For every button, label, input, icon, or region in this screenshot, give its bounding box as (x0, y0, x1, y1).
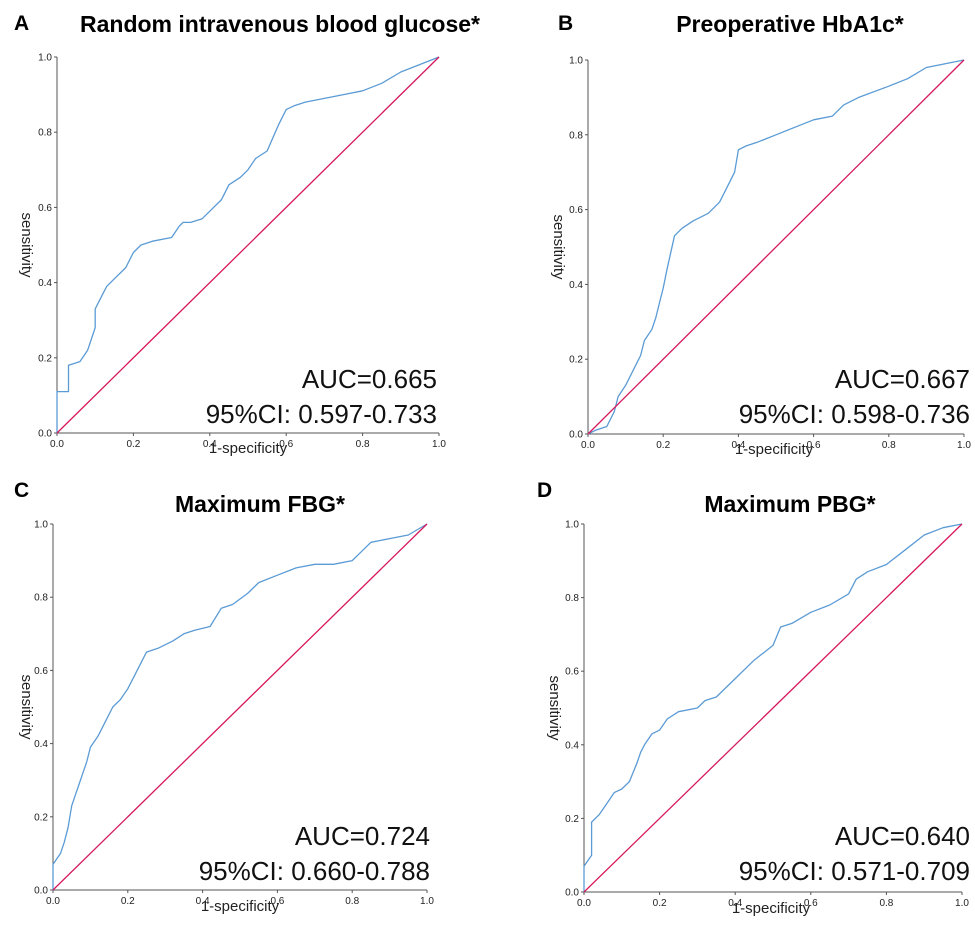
roc-panel-a: A Random intravenous blood glucose* 0.0 0.2… (0, 0, 487, 466)
roc-chart-a: A Random intravenous blood glucose* 0.0 0.2… (14, 11, 480, 457)
y-tick-label: 1.0 (569, 56, 583, 67)
y-axis-label: sensitivity (546, 675, 563, 741)
y-tick-label: 1.0 (565, 520, 579, 531)
y-tick-label: 0.0 (569, 430, 583, 441)
y-tick-label: 0.4 (565, 740, 579, 751)
y-tick-label: 0.2 (38, 353, 52, 364)
x-axis-label: 1-specificity (201, 898, 280, 915)
x-tick-label: 0.6 (279, 439, 293, 450)
y-tick-label: 0.4 (569, 280, 583, 291)
y-tick-label: 0.0 (565, 888, 579, 899)
x-tick-label: 1.0 (420, 896, 434, 907)
y-tick-label: 1.0 (38, 53, 52, 64)
chart-title: Maximum FBG* (175, 491, 345, 517)
y-tick-label: 0.2 (569, 355, 583, 366)
y-tick-label: 0.2 (34, 812, 48, 823)
y-axis-label: sensitivity (550, 214, 567, 280)
x-tick-label: 0.4 (203, 439, 217, 450)
y-tick-label: 0.0 (38, 429, 52, 440)
x-axis-label: 1-specificity (735, 441, 814, 458)
roc-curve (52, 523, 428, 890)
y-tick-label: 0.6 (565, 667, 579, 678)
roc-curve (587, 59, 965, 435)
roc-panel-c: C Maximum FBG* 0.0 0.2 0.4 0.6 0.8 1.0 0.0 0.2 0.4… (0, 466, 487, 932)
roc-panel-b: B Preoperative HbA1c* 0.0 0.2 0.4 0.6 0.8 1.0 0.… (487, 0, 975, 466)
x-tick-label: 0.4 (728, 898, 742, 909)
x-tick-label: 0.2 (121, 896, 135, 907)
y-tick-label: 0.6 (34, 666, 48, 677)
y-tick-label: 0.8 (38, 128, 52, 139)
roc-curve (583, 523, 963, 892)
auc-annotation: AUC=0.640 (835, 821, 970, 851)
y-tick-label: 0.8 (34, 593, 48, 604)
panel-letter: A (14, 12, 29, 35)
panel-letter: C (14, 479, 29, 502)
x-tick-label: 0.2 (126, 439, 140, 450)
y-axis-label: sensitivity (18, 212, 35, 278)
x-tick-label: 0.0 (50, 439, 64, 450)
x-axis-label: 1-specificity (209, 440, 288, 457)
y-tick-label: 0.4 (34, 739, 48, 750)
y-tick-label: 0.2 (565, 814, 579, 825)
y-tick-label: 0.6 (569, 205, 583, 216)
x-tick-label: 0.8 (882, 440, 896, 451)
chart-title: Random intravenous blood glucose* (80, 11, 480, 37)
x-tick-label: 0.6 (807, 440, 821, 451)
y-tick-label: 0.6 (38, 203, 52, 214)
chart-title: Preoperative HbA1c* (676, 11, 904, 37)
auc-annotation: AUC=0.724 (295, 821, 430, 851)
roc-chart-d: D Maximum PBG* 0.0 0.2 0.4 0.6 0.8 1.0 0.0 0.2 0.4… (537, 479, 970, 917)
panel-letter: D (537, 479, 552, 502)
x-tick-label: 0.8 (879, 898, 893, 909)
x-tick-label: 1.0 (955, 898, 969, 909)
roc-chart-c: C Maximum FBG* 0.0 0.2 0.4 0.6 0.8 1.0 0.0 0.2 0.4… (14, 479, 434, 915)
x-tick-label: 0.0 (581, 440, 595, 451)
x-tick-label: 1.0 (432, 439, 446, 450)
y-tick-label: 0.0 (34, 886, 48, 897)
panel-letter: B (558, 12, 573, 35)
reference-diagonal-line (52, 523, 428, 891)
y-axis-label: sensitivity (18, 674, 35, 740)
ci-annotation: 95%CI: 0.597-0.733 (206, 399, 437, 429)
x-tick-label: 0.2 (656, 440, 670, 451)
x-tick-label: 0.8 (356, 439, 370, 450)
ci-annotation: 95%CI: 0.598-0.736 (739, 399, 970, 429)
auc-annotation: AUC=0.665 (302, 364, 437, 394)
x-tick-label: 1.0 (957, 440, 971, 451)
x-tick-label: 0.2 (653, 898, 667, 909)
ci-annotation: 95%CI: 0.571-0.709 (739, 856, 970, 886)
roc-chart-b: B Preoperative HbA1c* 0.0 0.2 0.4 0.6 0.8 1.0 0.… (550, 11, 971, 458)
x-tick-label: 0.0 (577, 898, 591, 909)
x-tick-label: 0.6 (804, 898, 818, 909)
y-tick-label: 0.8 (569, 130, 583, 141)
reference-diagonal-line (587, 59, 965, 435)
roc-curve (56, 56, 440, 433)
auc-annotation: AUC=0.667 (835, 364, 970, 394)
y-tick-label: 0.4 (38, 278, 52, 289)
x-tick-label: 0.4 (731, 440, 745, 451)
x-axis-label: 1-specificity (732, 900, 811, 917)
roc-panel-d: D Maximum PBG* 0.0 0.2 0.4 0.6 0.8 1.0 0.0 0.2 0.4… (487, 466, 975, 932)
x-tick-label: 0.4 (196, 896, 210, 907)
chart-title: Maximum PBG* (704, 491, 875, 517)
y-tick-label: 0.8 (565, 593, 579, 604)
x-tick-label: 0.0 (46, 896, 60, 907)
reference-diagonal-line (56, 56, 440, 434)
x-tick-label: 0.8 (345, 896, 359, 907)
x-tick-label: 0.6 (270, 896, 284, 907)
ci-annotation: 95%CI: 0.660-0.788 (199, 856, 430, 886)
reference-diagonal-line (583, 523, 963, 893)
y-tick-label: 1.0 (34, 520, 48, 531)
